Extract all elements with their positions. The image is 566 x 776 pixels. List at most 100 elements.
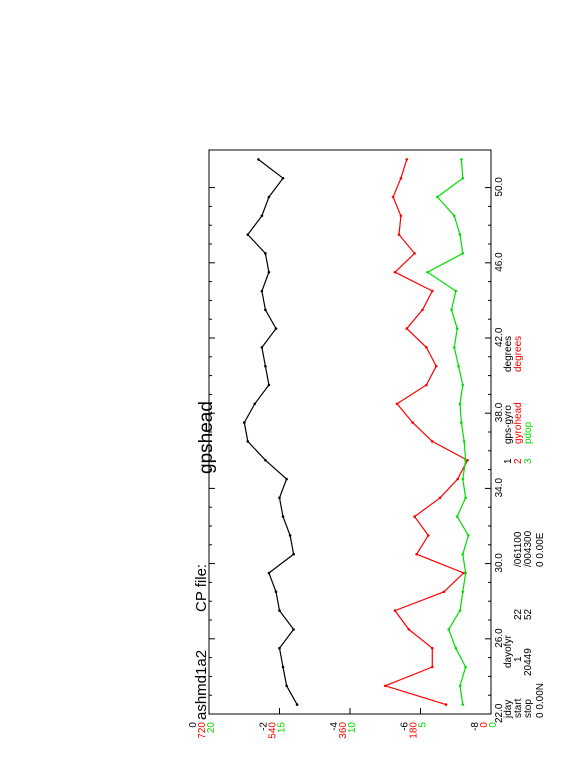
data-point-gyrohead <box>438 496 442 500</box>
data-point-gyrohead <box>466 458 469 462</box>
data-point-gps-gyro <box>295 703 299 706</box>
data-point-gps-gyro <box>253 402 257 406</box>
start-label: start <box>513 698 524 718</box>
data-point-pdop <box>453 214 456 218</box>
data-point-gyrohead <box>395 402 399 406</box>
data-point-gyrohead <box>407 628 411 631</box>
chart-frame <box>208 149 492 715</box>
series-line-gps-gyro <box>243 158 298 705</box>
x-tick-label-4: 38.0 <box>494 402 505 422</box>
data-point-gyrohead <box>444 703 448 706</box>
data-point-gyrohead <box>434 364 438 368</box>
data-point-pdop <box>460 158 463 161</box>
data-point-pdop <box>462 440 466 443</box>
data-point-gps-gyro <box>260 289 264 293</box>
x-tick-marks <box>209 187 491 715</box>
data-point-gps-gyro <box>274 327 278 330</box>
data-point-pdop <box>461 383 465 387</box>
data-point-pdop <box>464 571 467 575</box>
y-tick-label-gps-gyro-4: -8 <box>470 722 481 731</box>
data-point-gyrohead <box>413 252 416 255</box>
data-point-gps-gyro <box>246 233 250 236</box>
y-tick-label-gps-gyro-1: -2 <box>259 722 270 731</box>
data-point-pdop <box>458 402 462 406</box>
xaxis-label: jday <box>503 700 514 719</box>
x-tick-label-0: 22.0 <box>494 703 505 723</box>
data-point-pdop <box>467 534 470 537</box>
data-point-gps-gyro <box>292 628 295 631</box>
data-point-pdop <box>458 684 462 688</box>
data-point-gps-gyro <box>274 590 278 594</box>
x-tick-label-2: 30.0 <box>494 553 505 573</box>
data-point-gps-gyro <box>264 252 267 255</box>
start-hour: 22 <box>513 608 524 620</box>
data-point-gyrohead <box>421 308 424 312</box>
y-tick-label-gyrohead-3: 180 <box>409 722 420 739</box>
data-point-pdop <box>458 233 462 236</box>
data-point-pdop <box>461 703 465 706</box>
data-point-gps-gyro <box>243 421 246 424</box>
data-point-gps-gyro <box>285 477 288 481</box>
y-tick-label-gps-gyro-0: 0 <box>188 722 199 728</box>
y-tick-label-gyrohead-1: 540 <box>268 722 279 739</box>
legend-name-gps-gyro: gps-gyro <box>503 405 514 444</box>
data-point-gps-gyro <box>264 458 267 462</box>
data-point-pdop <box>461 176 465 180</box>
data-point-gps-gyro <box>278 609 281 612</box>
data-point-gyrohead <box>431 665 434 669</box>
stop-time: /004300 <box>523 530 534 567</box>
lat-value: 0 0.00N <box>535 683 546 718</box>
series-layer <box>243 158 470 706</box>
data-point-gps-gyro <box>257 158 260 161</box>
legend-num-pdop: 3 <box>523 458 534 464</box>
y-tick-marks <box>208 708 492 714</box>
data-point-pdop <box>455 515 459 518</box>
data-point-gyrohead <box>442 590 446 594</box>
data-point-gps-gyro <box>264 308 267 312</box>
dayofyr-label: dayofyr <box>503 635 514 668</box>
data-point-pdop <box>461 590 465 594</box>
legend-name-pdop: pdop <box>523 421 534 444</box>
data-point-pdop <box>458 609 462 612</box>
data-point-pdop <box>453 346 456 349</box>
data-point-pdop <box>464 665 467 669</box>
data-point-pdop <box>460 421 463 424</box>
legend-unit-gyrohead: degrees <box>513 336 524 372</box>
data-point-gyrohead <box>431 289 434 293</box>
data-point-pdop <box>461 552 465 556</box>
x-tick-label-3: 34.0 <box>494 477 505 497</box>
data-point-pdop <box>454 646 458 650</box>
data-point-pdop <box>436 195 439 199</box>
data-point-pdop <box>426 270 429 274</box>
start-dayofyr: 1 <box>513 656 524 662</box>
stop-dayofyr: 20449 <box>523 648 534 676</box>
data-point-gyrohead <box>413 515 416 518</box>
data-point-gyrohead <box>415 552 418 556</box>
data-point-gyrohead <box>425 346 428 349</box>
data-point-pdop <box>450 308 453 312</box>
data-point-gyrohead <box>399 176 403 180</box>
data-point-gps-gyro <box>281 176 285 180</box>
cruise-name: ashmd1a2 <box>193 650 210 720</box>
y-tick-label-gps-gyro-3: -6 <box>400 722 411 731</box>
data-point-gyrohead <box>456 477 460 481</box>
y-tick-label-pdop-3: 5 <box>418 722 429 728</box>
data-point-pdop <box>464 496 467 500</box>
data-point-gps-gyro <box>281 515 285 518</box>
legend-unit-gps-gyro: degrees <box>503 336 514 372</box>
y-tick-label-pdop-0: 20 <box>206 722 217 734</box>
data-point-gps-gyro <box>264 364 267 368</box>
legend: 1 gps-gyro degrees 2 gyrohead degrees 3 pdop <box>503 336 534 464</box>
data-point-gps-gyro <box>278 646 281 650</box>
data-point-gps-gyro <box>288 534 292 537</box>
data-point-gyrohead <box>425 383 428 387</box>
legend-num-gps-gyro: 1 <box>503 458 514 464</box>
x-tick-label-7: 50.0 <box>494 177 505 197</box>
data-point-gyrohead <box>391 195 395 199</box>
y-tick-label-gps-gyro-2: -4 <box>329 722 340 731</box>
data-point-gyrohead <box>427 534 430 537</box>
data-point-gyrohead <box>405 158 409 161</box>
data-point-gps-gyro <box>292 552 295 556</box>
data-point-gyrohead <box>393 270 397 274</box>
data-point-pdop <box>457 364 460 368</box>
